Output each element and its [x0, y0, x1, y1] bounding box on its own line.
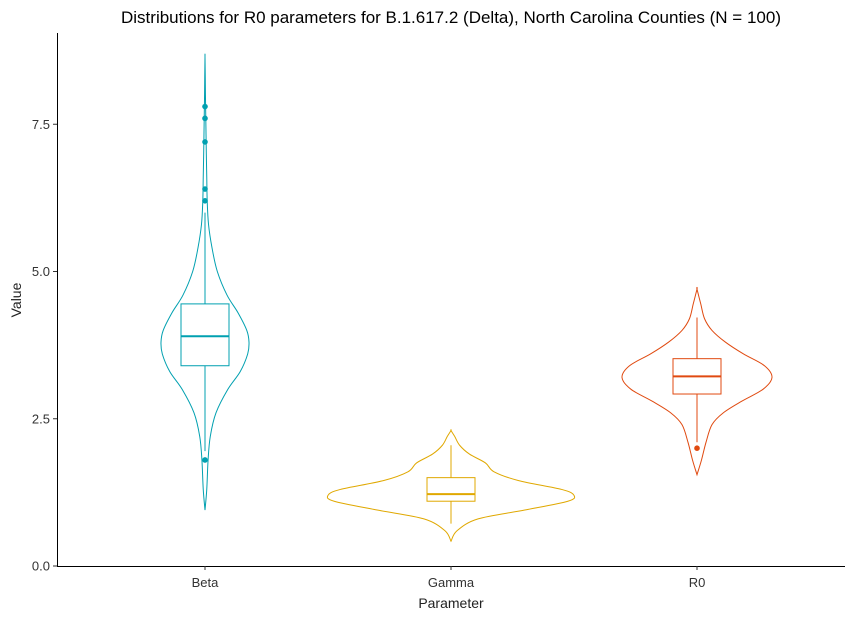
outlier-point — [694, 445, 700, 452]
chart-title: Distributions for R0 parameters for B.1.… — [121, 8, 781, 27]
outlier-point — [202, 103, 208, 110]
violin-group-r0 — [621, 286, 773, 477]
violin-group-gamma — [326, 429, 576, 543]
x-axis-ticks: Beta Gamma R0 — [192, 566, 706, 590]
y-tick-label: 5.0 — [32, 264, 50, 279]
outlier-point — [202, 139, 208, 145]
x-tick-label: Gamma — [428, 575, 475, 590]
violin-group-beta — [160, 53, 250, 511]
violin-outline — [326, 429, 576, 543]
violin-outline — [621, 286, 773, 477]
outlier-point — [202, 198, 208, 204]
x-tick-label: R0 — [689, 575, 706, 590]
x-tick-label: Beta — [192, 575, 220, 590]
outlier-point — [202, 457, 208, 463]
y-tick-label: 7.5 — [32, 117, 50, 132]
y-tick-label: 0.0 — [32, 559, 50, 574]
x-axis-title: Parameter — [418, 595, 484, 611]
plot-area — [160, 53, 773, 543]
iqr-box — [180, 303, 230, 367]
outlier-point — [202, 186, 208, 192]
y-axis-ticks: 0.0 2.5 5.0 7.5 — [32, 117, 57, 574]
iqr-box — [426, 477, 476, 502]
y-tick-label: 2.5 — [32, 411, 50, 426]
y-axis-title: Value — [8, 282, 24, 317]
outlier-point — [202, 115, 208, 122]
violin-outline — [160, 53, 250, 511]
